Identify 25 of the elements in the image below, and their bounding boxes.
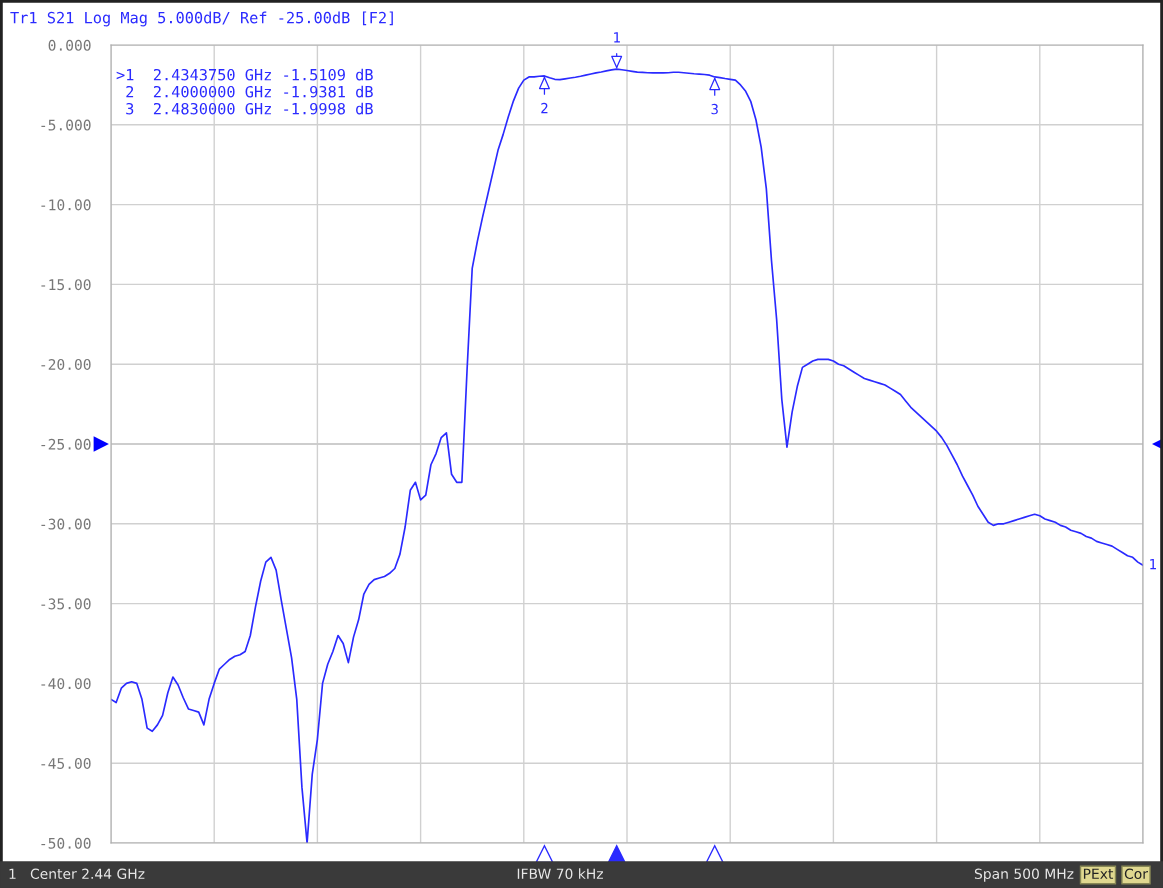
annotation: 3 <box>711 103 718 115</box>
y-tick-label: -10.00 <box>41 199 91 211</box>
y-tick-label: -50.00 <box>41 837 91 849</box>
y-tick-label: -35.00 <box>41 598 91 610</box>
text: Span 500 MHz <box>974 868 1074 882</box>
y-tick-label: -40.00 <box>41 678 91 690</box>
series-label: 1 <box>1150 559 1156 570</box>
annotation: >1 2.4343750 GHz -1.5109 dB <box>116 68 373 81</box>
y-tick-label: -30.00 <box>41 518 91 530</box>
y-tick-label: -15.00 <box>41 279 91 291</box>
text: Center 2.44 GHz <box>30 868 145 880</box>
y-tick-label: -45.00 <box>41 757 91 769</box>
text: PExt <box>1083 868 1114 879</box>
text: IFBW 70 kHz <box>517 868 603 880</box>
text: 1 <box>9 868 16 879</box>
y-tick-label: -20.00 <box>41 358 91 370</box>
y-tick-label: -25.00 <box>41 438 91 450</box>
annotation: 2 <box>541 102 548 114</box>
chart-title: Tr1 S21 Log Mag 5.000dB/ Ref -25.00dB [F2] <box>10 11 393 27</box>
annotation: 1 <box>614 32 620 43</box>
text: Cor <box>1124 868 1148 880</box>
annotation: 2 2.4000000 GHz -1.9381 dB <box>126 85 373 98</box>
y-tick-label: 0.000 <box>48 39 91 51</box>
annotation: 3 2.4830000 GHz -1.9998 dB <box>126 102 373 115</box>
y-tick-label: -5.000 <box>41 119 91 131</box>
